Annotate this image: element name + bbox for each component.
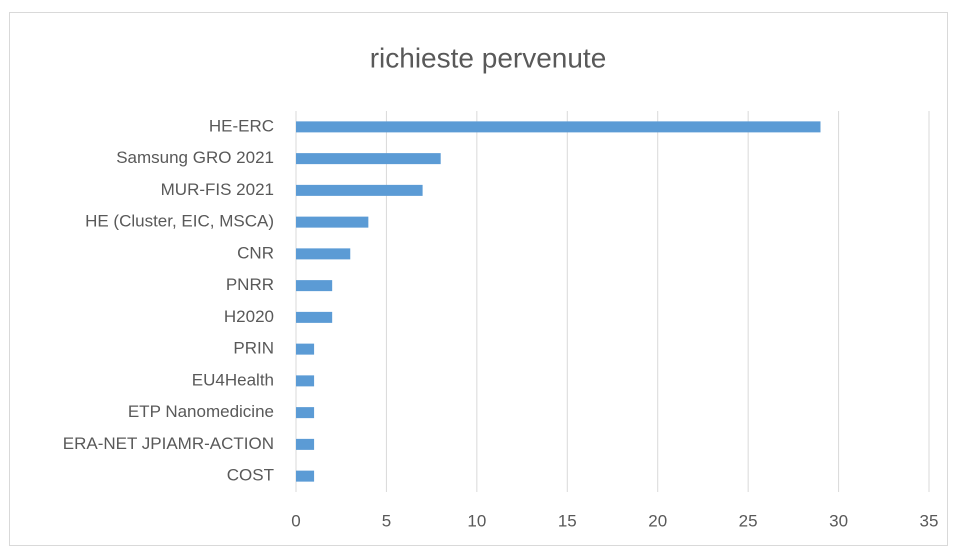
x-tick-label: 20 [648, 511, 667, 530]
bar [296, 216, 369, 228]
y-tick-label: PNRR [226, 275, 274, 294]
x-tick-label: 0 [291, 511, 300, 530]
bar [296, 280, 333, 292]
bar [296, 438, 315, 450]
bar [296, 311, 333, 323]
x-tick-label: 10 [467, 511, 486, 530]
bar [296, 184, 423, 196]
bar [296, 153, 441, 165]
y-tick-label: ETP Nanomedicine [128, 402, 274, 421]
chart-title: richieste pervenute [370, 42, 607, 73]
x-tick-label: 15 [558, 511, 577, 530]
bar [296, 375, 315, 387]
x-tick-label: 35 [920, 511, 939, 530]
x-tick-label: 5 [382, 511, 391, 530]
y-tick-label: HE (Cluster, EIC, MSCA) [85, 212, 274, 231]
y-tick-label: H2020 [224, 307, 274, 326]
bar [296, 121, 821, 133]
y-tick-label: MUR-FIS 2021 [161, 180, 274, 199]
x-tick-label: 30 [829, 511, 848, 530]
bar [296, 470, 315, 482]
y-tick-label: COST [227, 466, 274, 485]
y-tick-label: PRIN [233, 339, 274, 358]
y-tick-label: CNR [237, 243, 274, 262]
bar [296, 248, 351, 260]
y-tick-label: Samsung GRO 2021 [116, 148, 274, 167]
y-tick-label: HE-ERC [209, 116, 274, 135]
y-tick-label: EU4Health [192, 370, 274, 389]
chart-frame [9, 12, 948, 546]
bar [296, 407, 315, 419]
bar [296, 343, 315, 355]
y-tick-label: ERA-NET JPIAMR-ACTION [63, 434, 274, 453]
x-tick-label: 25 [739, 511, 758, 530]
